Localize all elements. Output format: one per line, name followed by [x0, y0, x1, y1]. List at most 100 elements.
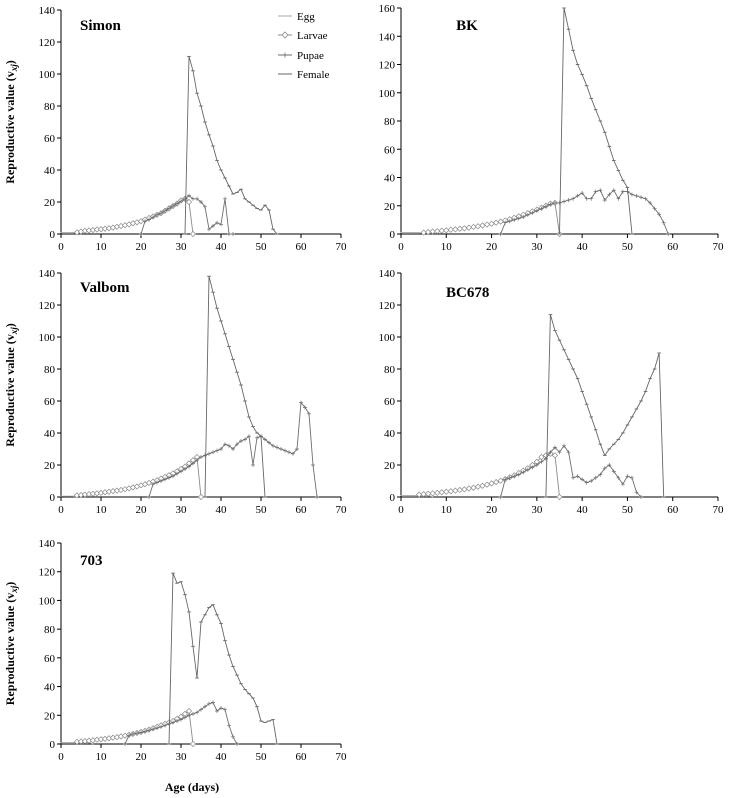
data-point — [215, 448, 219, 453]
data-point — [634, 193, 639, 198]
data-point — [235, 442, 239, 447]
data-point — [488, 220, 495, 227]
data-point — [159, 724, 163, 729]
data-point — [414, 232, 416, 234]
x-tick-label: 40 — [577, 241, 589, 253]
legend-marker-plus — [282, 52, 288, 58]
x-tick-label: 50 — [622, 504, 634, 516]
series-female — [167, 572, 279, 745]
data-point — [409, 232, 411, 234]
y-tick-label: 120 — [39, 37, 56, 49]
data-point — [516, 472, 521, 477]
x-tick-label: 10 — [96, 241, 108, 253]
data-point — [525, 467, 530, 472]
data-point — [60, 742, 62, 744]
data-point — [143, 729, 147, 734]
data-point — [267, 440, 271, 445]
y-tick-label: 120 — [379, 300, 396, 312]
y-tick-label: 60 — [384, 144, 396, 156]
data-point — [400, 494, 402, 496]
data-point — [199, 707, 203, 712]
data-point — [429, 490, 436, 497]
series-pupae — [147, 400, 319, 499]
data-point — [179, 469, 183, 474]
x-tick-label: 20 — [136, 504, 148, 516]
series-line — [401, 232, 424, 235]
data-point — [562, 199, 567, 204]
data-point — [235, 742, 239, 746]
data-point — [607, 463, 612, 467]
data-point — [68, 231, 70, 233]
data-point — [474, 483, 482, 490]
data-point — [474, 223, 482, 230]
data-point — [60, 231, 62, 233]
series-female — [203, 275, 267, 498]
data-point — [493, 219, 500, 226]
data-point — [183, 196, 187, 201]
data-point — [625, 474, 630, 479]
data-point — [135, 731, 139, 736]
series-female — [544, 314, 666, 498]
y-tick-label: 80 — [384, 116, 396, 128]
data-point — [456, 225, 463, 232]
y-tick-label: 60 — [44, 396, 56, 408]
data-point — [175, 471, 179, 476]
legend-item-pupae: Pupae — [278, 50, 324, 62]
data-point — [400, 232, 402, 234]
data-point — [179, 199, 183, 204]
y-tick-label: 20 — [44, 197, 56, 209]
series-female — [183, 55, 279, 235]
data-point — [231, 232, 235, 236]
data-point — [432, 496, 434, 498]
panel-valbom: 0 10 20 30 40 50 60 70 0 20 40 60 80 100 120 140 Valbom R… — [3, 268, 347, 516]
data-point — [287, 450, 291, 455]
data-point — [243, 437, 247, 442]
data-point — [483, 221, 491, 228]
x-tick-label: 40 — [216, 504, 228, 516]
series-larvae — [420, 199, 563, 238]
data-point — [195, 196, 199, 201]
data-point — [652, 206, 657, 211]
y-tick-label: 100 — [379, 88, 396, 100]
data-point — [521, 215, 526, 220]
data-point — [311, 463, 315, 467]
x-tick-label: 0 — [58, 504, 64, 516]
x-tick-label: 10 — [96, 504, 108, 516]
data-point — [189, 230, 197, 238]
data-point — [425, 228, 432, 236]
x-tick-label: 20 — [486, 504, 498, 516]
data-point — [231, 734, 235, 739]
legend-label-larvae: Larvae — [297, 30, 328, 42]
data-point — [405, 232, 407, 234]
data-point — [64, 495, 66, 497]
data-point — [163, 208, 167, 213]
data-point — [525, 212, 530, 217]
data-point — [127, 733, 131, 738]
data-point — [571, 196, 576, 201]
data-point — [465, 224, 473, 231]
data-point — [163, 723, 167, 728]
data-point — [147, 495, 151, 499]
x-tick-label: 30 — [176, 504, 188, 516]
x-tick-label: 0 — [58, 241, 64, 253]
data-point — [639, 195, 644, 200]
data-point — [151, 482, 155, 487]
data-point — [283, 448, 287, 453]
series-line — [76, 456, 202, 498]
y-tick-label: 140 — [379, 31, 396, 43]
data-point — [409, 494, 411, 496]
data-point — [443, 227, 450, 234]
x-tick-label: 70 — [336, 241, 348, 253]
data-point — [539, 459, 544, 464]
data-point — [123, 742, 127, 746]
data-point — [147, 217, 151, 222]
data-point — [548, 450, 553, 455]
data-point — [203, 704, 207, 709]
series-pupae — [123, 700, 239, 746]
data-point — [643, 196, 648, 201]
data-point — [607, 192, 612, 197]
data-point — [191, 196, 195, 201]
data-point — [598, 472, 603, 477]
data-point — [171, 474, 175, 479]
